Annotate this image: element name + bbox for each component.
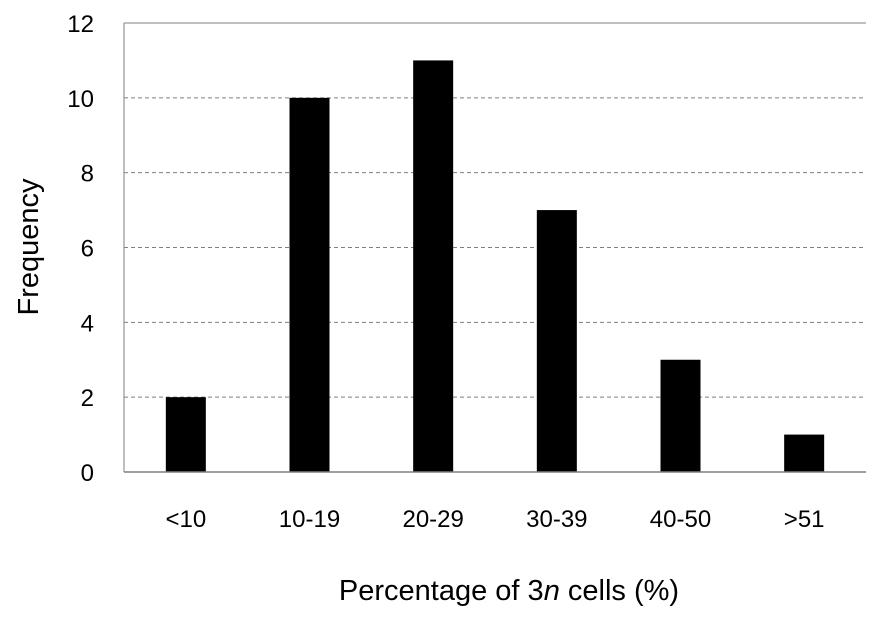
- y-tick-label: 0: [81, 460, 94, 487]
- y-tick-label: 12: [67, 11, 94, 38]
- x-tick-label: <10: [165, 506, 206, 533]
- axes: [123, 23, 866, 473]
- x-axis-title-part-2: cells (%): [560, 575, 679, 607]
- y-tick-label: 8: [81, 161, 94, 188]
- x-tick-label: 30-39: [526, 506, 587, 533]
- bar: [660, 359, 701, 472]
- x-axis-title-italic: n: [544, 575, 560, 607]
- y-tick-label: 10: [67, 86, 94, 113]
- y-tick-label: 2: [81, 385, 94, 412]
- x-tick-label: >51: [784, 506, 825, 533]
- y-tick-labels: 0 2 4 6 8 10 12: [67, 11, 94, 487]
- x-tick-label: 40-50: [650, 506, 711, 533]
- bar: [289, 97, 330, 472]
- x-axis-title: Percentage of 3n cells (%): [339, 575, 679, 607]
- bar: [413, 60, 454, 473]
- x-tick-labels: <10 10-19 20-29 30-39 40-50 >51: [165, 506, 824, 533]
- x-tick-label: 20-29: [402, 506, 463, 533]
- bar: [784, 434, 825, 472]
- y-axis-title: Frequency: [13, 178, 45, 316]
- gridlines: [124, 22, 866, 398]
- x-tick-label: 10-19: [279, 506, 340, 533]
- y-tick-label: 4: [81, 310, 94, 337]
- x-axis-title-part-1: Percentage of 3: [339, 575, 544, 607]
- bar: [165, 397, 206, 472]
- y-tick-label: 6: [81, 236, 94, 263]
- bar: [536, 210, 577, 473]
- bars: [165, 60, 825, 473]
